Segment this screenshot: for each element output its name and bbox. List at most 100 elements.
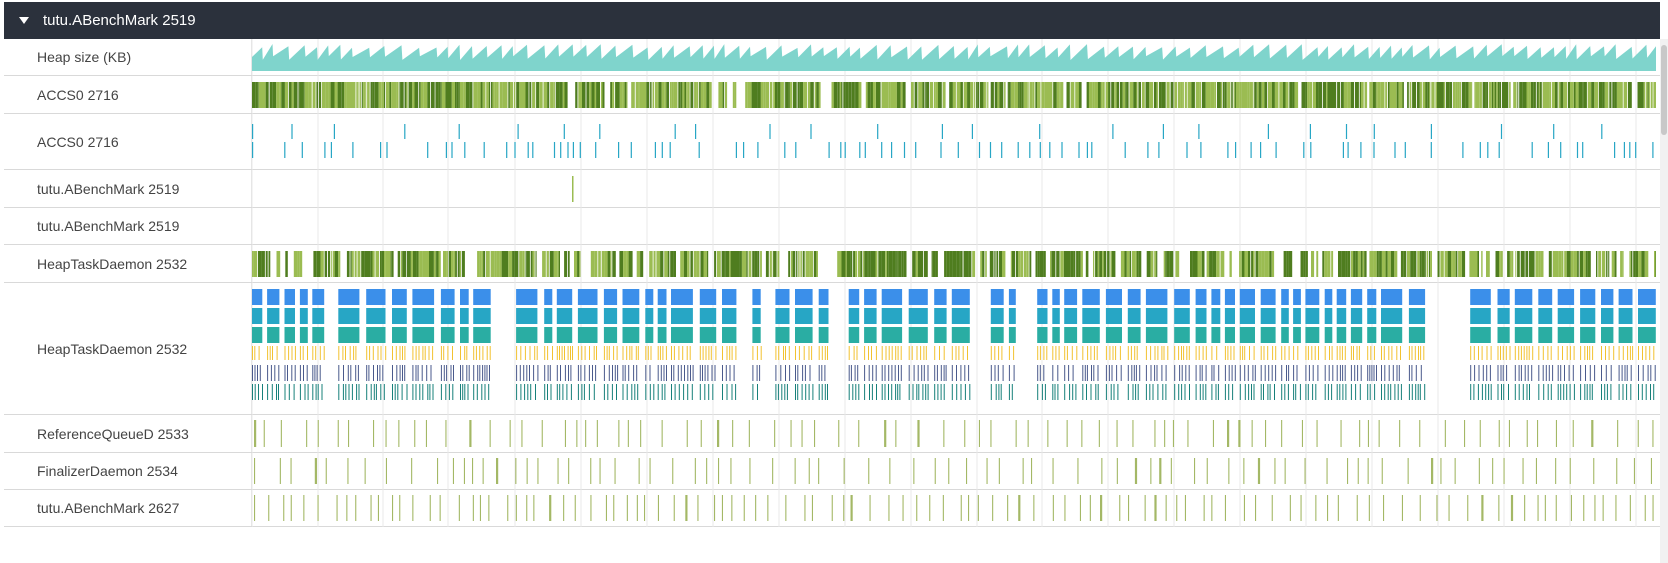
- process-header[interactable]: tutu.ABenchMark 2519: [4, 2, 1660, 39]
- thread-slice: [319, 82, 321, 108]
- slice: [1394, 142, 1396, 158]
- thread-slice: [453, 251, 456, 277]
- slice: [729, 365, 731, 381]
- slice: [1195, 346, 1197, 360]
- slice: [631, 346, 633, 360]
- slice: [631, 384, 633, 400]
- thread-slice: [590, 251, 595, 277]
- thread-slice: [361, 251, 365, 277]
- timeline-lanes[interactable]: [252, 39, 1656, 563]
- slice: [294, 365, 296, 381]
- slice: [1242, 346, 1244, 360]
- slice: [254, 346, 256, 360]
- slice: [1618, 384, 1620, 400]
- slice: [1653, 384, 1655, 400]
- slice: [1373, 365, 1375, 381]
- expand-caret-icon[interactable]: [19, 17, 29, 24]
- slice: [657, 289, 667, 305]
- slice: [1618, 327, 1633, 343]
- thread-slice: [1136, 82, 1138, 108]
- slice: [563, 495, 565, 521]
- thread-slice: [894, 82, 897, 108]
- thread-slice: [1538, 82, 1540, 108]
- thread-slice: [696, 251, 700, 277]
- slice: [1127, 308, 1141, 324]
- slice: [1105, 308, 1122, 324]
- slice: [1618, 346, 1620, 360]
- thread-slice: [1495, 251, 1499, 277]
- thread-slice: [1227, 82, 1231, 108]
- slice: [1066, 346, 1068, 360]
- slice: [654, 142, 656, 158]
- slice: [951, 346, 953, 360]
- thread-slice: [1458, 251, 1462, 277]
- thread-slice: [673, 82, 678, 108]
- thread-slice: [752, 251, 754, 277]
- thread-slice: [330, 251, 332, 277]
- thread-slice: [459, 82, 464, 108]
- slice: [788, 346, 790, 360]
- thread-slice: [773, 251, 777, 277]
- thread-slice: [546, 251, 549, 277]
- slice: [687, 365, 689, 381]
- thread-slice: [374, 82, 379, 108]
- thread-slice: [1606, 251, 1608, 277]
- slice: [1538, 365, 1540, 381]
- slice: [355, 346, 357, 360]
- slice: [412, 289, 435, 305]
- slice: [729, 346, 731, 360]
- slice: [802, 365, 804, 381]
- slice: [1638, 365, 1639, 381]
- slice: [1470, 308, 1491, 324]
- thread-slice: [1459, 82, 1461, 108]
- thread-slice: [420, 82, 424, 108]
- thread-slice: [1604, 82, 1609, 108]
- thread-slice: [686, 82, 688, 108]
- slice: [678, 384, 680, 400]
- slice: [1404, 142, 1406, 158]
- thread-slice: [1255, 251, 1259, 277]
- slice: [818, 289, 829, 305]
- slice: [1157, 384, 1159, 400]
- thread-slice: [949, 82, 953, 108]
- slice: [401, 384, 403, 400]
- thread-slice: [486, 251, 490, 277]
- scrollbar-thumb[interactable]: [1661, 45, 1667, 135]
- slice: [415, 365, 417, 381]
- slice: [714, 365, 716, 381]
- slice: [1029, 142, 1031, 158]
- slice: [1052, 289, 1060, 305]
- slice: [560, 142, 562, 158]
- slice: [1145, 327, 1168, 343]
- slice: [1629, 346, 1631, 360]
- thread-slice: [1630, 251, 1633, 277]
- slice: [1638, 327, 1656, 343]
- slice: [599, 124, 601, 139]
- slice: [855, 384, 857, 400]
- slice: [647, 346, 649, 360]
- slice: [1503, 384, 1505, 400]
- thread-slice: [1191, 82, 1195, 108]
- slice: [1654, 365, 1656, 381]
- slice: [1178, 346, 1180, 360]
- slice: [1324, 308, 1333, 324]
- slice: [1228, 384, 1230, 400]
- thread-slice: [1060, 82, 1064, 108]
- thread-slice: [504, 251, 509, 277]
- thread-slice: [325, 82, 329, 108]
- slice: [437, 458, 439, 484]
- slice: [603, 308, 618, 324]
- slice: [1174, 384, 1176, 400]
- slice: [1211, 327, 1221, 343]
- thread-slice: [525, 251, 527, 277]
- slice: [1601, 124, 1603, 139]
- slice: [291, 365, 293, 381]
- slice: [284, 142, 286, 158]
- thread-slice: [1338, 251, 1342, 277]
- thread-slice: [784, 82, 786, 108]
- slice: [556, 289, 573, 305]
- vertical-scrollbar[interactable]: [1660, 39, 1668, 563]
- slice: [544, 365, 546, 381]
- slice: [252, 346, 253, 360]
- thread-slice: [876, 82, 880, 108]
